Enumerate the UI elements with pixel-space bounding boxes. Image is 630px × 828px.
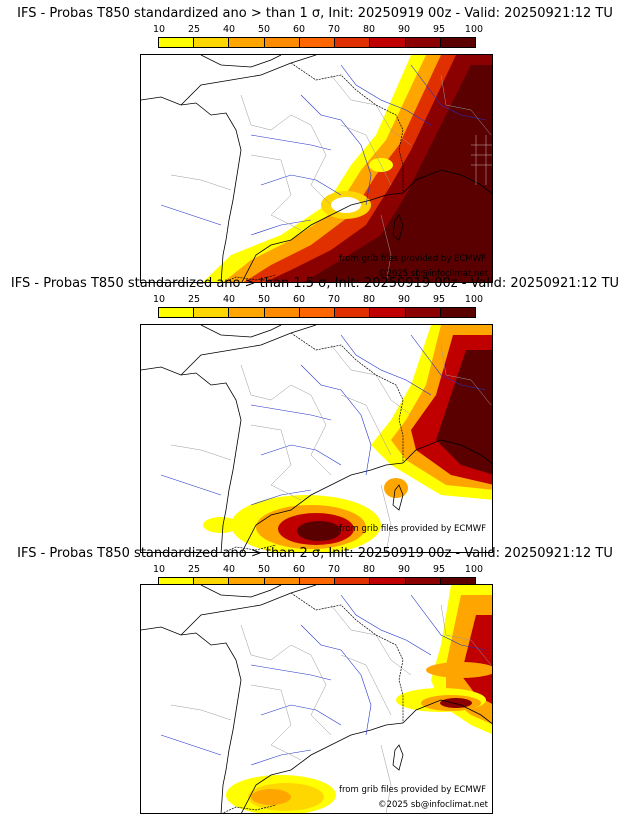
colorbar-swatch xyxy=(335,38,371,47)
copyright-credit: ©2025 sb@infoclimat.net xyxy=(378,800,488,810)
tick-label: 80 xyxy=(362,564,376,575)
tick-label: 50 xyxy=(257,24,271,35)
tick-label: 10 xyxy=(152,24,166,35)
tick-label: 25 xyxy=(187,24,201,35)
tick-label: 90 xyxy=(397,294,411,305)
probability-field xyxy=(203,325,492,552)
colorbar-swatch xyxy=(405,38,441,47)
panel-3: IFS - Probas T850 standardized ano > tha… xyxy=(0,546,630,828)
colorbar-swatch xyxy=(159,308,195,317)
colorbar-swatch xyxy=(370,308,406,317)
tick-label: 50 xyxy=(257,564,271,575)
colorbar-swatch xyxy=(370,578,406,587)
panel-1: IFS - Probas T850 standardized ano > tha… xyxy=(0,6,630,283)
tick-label: 25 xyxy=(187,564,201,575)
tick-label: 60 xyxy=(292,24,306,35)
tick-label: 70 xyxy=(327,294,341,305)
probability-field xyxy=(226,585,492,813)
source-credit: from grib files provided by ECMWF xyxy=(339,524,486,534)
panel-title: IFS - Probas T850 standardized ano > tha… xyxy=(10,276,620,291)
probability-map: from grib files provided by ECMWF ©2025 … xyxy=(140,584,493,814)
colorbar-swatch xyxy=(405,308,441,317)
tick-label: 100 xyxy=(464,564,484,575)
colorbar-swatch xyxy=(264,308,300,317)
colorbar-swatch xyxy=(370,38,406,47)
tick-label: 100 xyxy=(464,24,484,35)
colorbar xyxy=(158,307,476,318)
colorbar-swatch xyxy=(299,38,336,47)
copyright-credit: ©2025 sb@infoclimat.net xyxy=(378,269,488,279)
colorbar-swatch xyxy=(335,578,371,587)
tick-label: 70 xyxy=(327,564,341,575)
map-svg xyxy=(141,585,492,813)
tick-label: 70 xyxy=(327,24,341,35)
tick-label: 80 xyxy=(362,24,376,35)
probability-map: from grib files provided by ECMWF ©2025 … xyxy=(140,54,493,283)
colorbar-swatch xyxy=(159,38,195,47)
colorbar xyxy=(158,37,476,48)
tick-label: 60 xyxy=(292,564,306,575)
map-svg xyxy=(141,325,492,552)
colorbar-swatch xyxy=(440,578,475,587)
tick-label: 95 xyxy=(432,564,446,575)
tick-label: 100 xyxy=(464,294,484,305)
tick-label: 40 xyxy=(222,564,236,575)
colorbar-swatch xyxy=(264,38,300,47)
colorbar-swatch xyxy=(229,578,265,587)
colorbar-swatch xyxy=(264,578,300,587)
colorbar-ticks: 10 25 40 50 60 70 80 90 95 100 xyxy=(0,294,630,306)
colorbar-ticks: 10 25 40 50 60 70 80 90 95 100 xyxy=(0,564,630,576)
colorbar-swatch xyxy=(405,578,441,587)
colorbar-swatch xyxy=(194,578,230,587)
panel-title: IFS - Probas T850 standardized ano > tha… xyxy=(17,546,613,561)
colorbar-ticks: 10 25 40 50 60 70 80 90 95 100 xyxy=(0,24,630,36)
colorbar-swatch xyxy=(229,308,265,317)
tick-label: 10 xyxy=(152,294,166,305)
colorbar-swatch xyxy=(229,38,265,47)
colorbar-swatch xyxy=(440,38,475,47)
tick-label: 40 xyxy=(222,294,236,305)
tick-label: 80 xyxy=(362,294,376,305)
tick-label: 10 xyxy=(152,564,166,575)
tick-label: 95 xyxy=(432,24,446,35)
colorbar-swatch xyxy=(194,308,230,317)
colorbar-swatch xyxy=(335,308,371,317)
colorbar-swatch xyxy=(440,308,475,317)
colorbar xyxy=(158,577,476,588)
tick-label: 90 xyxy=(397,24,411,35)
tick-label: 25 xyxy=(187,294,201,305)
panel-title: IFS - Probas T850 standardized ano > tha… xyxy=(17,6,613,21)
source-credit: from grib files provided by ECMWF xyxy=(339,785,486,795)
probability-map: from grib files provided by ECMWF xyxy=(140,324,493,553)
colorbar-swatch xyxy=(299,578,336,587)
colorbar-swatch xyxy=(194,38,230,47)
tick-label: 40 xyxy=(222,24,236,35)
tick-label: 50 xyxy=(257,294,271,305)
probability-field xyxy=(203,55,492,282)
tick-label: 90 xyxy=(397,564,411,575)
map-svg xyxy=(141,55,492,282)
colorbar-swatch xyxy=(299,308,336,317)
source-credit: from grib files provided by ECMWF xyxy=(339,254,486,264)
colorbar-swatch xyxy=(159,578,195,587)
tick-label: 95 xyxy=(432,294,446,305)
tick-label: 60 xyxy=(292,294,306,305)
panel-2: IFS - Probas T850 standardized ano > tha… xyxy=(0,276,630,553)
